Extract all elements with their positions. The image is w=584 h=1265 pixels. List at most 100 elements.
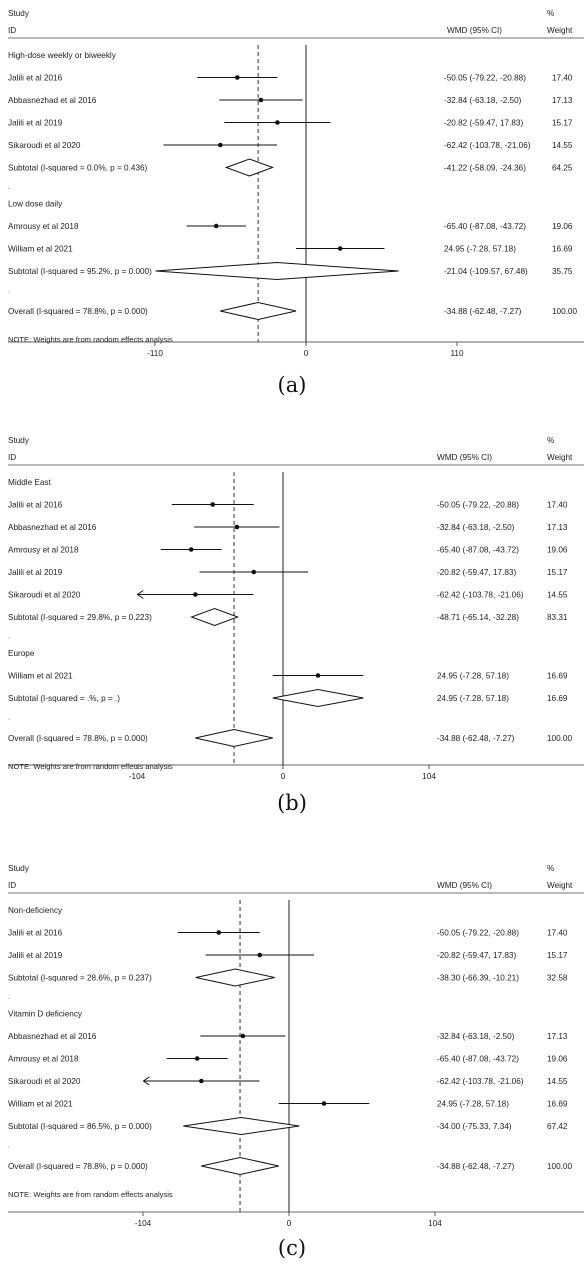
group-title: High-dose weekly or biweekly — [8, 51, 117, 60]
axis-tick-label: 104 — [422, 772, 436, 781]
point-estimate — [210, 502, 216, 507]
point-estimate — [258, 97, 264, 103]
ci-text: -50.05 (-79.22, -20.88) — [437, 929, 519, 938]
weight-value: 35.75 — [552, 267, 573, 276]
ci-text: -20.82 (-59.47, 17.83) — [437, 951, 516, 960]
weight-value: 16.69 — [547, 694, 568, 703]
study-name: Jalili et al 2016 — [8, 501, 63, 510]
weight-value: 83.31 — [547, 613, 568, 622]
ci-text: -50.05 (-79.22, -20.88) — [437, 501, 519, 510]
separator-dot: . — [8, 184, 10, 191]
group-title: Europe — [8, 649, 35, 658]
ci-text: -50.05 (-79.22, -20.88) — [444, 74, 526, 83]
ci-text: -41.22 (-58.09, -24.36) — [444, 164, 526, 173]
ci-text: 24.95 (-7.28, 57.18) — [444, 245, 516, 254]
point-estimate — [234, 524, 240, 530]
weight-value: 19.06 — [552, 222, 573, 231]
header-pct: % — [547, 864, 554, 873]
weight-value: 14.55 — [547, 591, 568, 600]
ci-text: -62.42 (-103.78, -21.06) — [444, 141, 531, 150]
axis-tick-label: 0 — [304, 349, 309, 358]
study-name: Jalili et al 2016 — [8, 929, 63, 938]
ci-text: -20.82 (-59.47, 17.83) — [437, 568, 516, 577]
header-study: Study — [8, 9, 30, 18]
ci-text: -62.42 (-103.78, -21.06) — [437, 1077, 524, 1086]
weight-value: 32.58 — [547, 974, 568, 983]
ci-text: -48.71 (-65.14, -32.28) — [437, 613, 519, 622]
study-name: Sikaroudi et al 2020 — [8, 141, 81, 150]
point-estimate — [234, 75, 240, 80]
ci-text: 24.95 (-7.28, 57.18) — [437, 694, 509, 703]
group-title: Vitamin D deficiency — [8, 1010, 83, 1019]
axis-tick-label: 0 — [287, 1219, 292, 1228]
overall-diamond — [201, 1156, 279, 1176]
subtotal-diamond — [190, 607, 240, 627]
study-name: William et al 2021 — [8, 1100, 73, 1109]
weight-value: 19.06 — [547, 1055, 568, 1064]
weight-value: 67.42 — [547, 1122, 568, 1131]
forest-panel-3: Study ID WMD (95% CI)% Weight Non-deficiency… — [8, 864, 584, 1260]
panel-label: (c) — [278, 1236, 306, 1260]
ci-text: -32.84 (-63.18, -2.50) — [437, 1032, 515, 1041]
weight-value: 17.13 — [552, 96, 573, 105]
ci-text: -34.88 (-62.48, -7.27) — [437, 1162, 515, 1171]
point-estimate — [218, 142, 223, 148]
study-name: Abbasnezhad et al 2016 — [8, 96, 97, 105]
ci-text: -38.30 (-66.39, -10.21) — [437, 974, 519, 983]
axis-tick-label: 104 — [428, 1219, 442, 1228]
study-name: Abbasnezhad et al 2016 — [8, 523, 97, 532]
overall-label: Overall (I-squared = 78.8%, p = 0.000) — [8, 307, 148, 316]
group-title: Middle East — [8, 478, 52, 487]
header-pct: % — [547, 9, 554, 18]
axis-tick-label: -110 — [147, 349, 163, 358]
header-weight: Weight — [547, 26, 573, 35]
study-name: Jalili et al 2019 — [8, 951, 63, 960]
weight-value: 19.06 — [547, 546, 568, 555]
point-estimate — [216, 930, 222, 935]
point-estimate — [213, 223, 219, 229]
weight-value: 17.40 — [547, 929, 568, 938]
header-estimate: WMD (95% CI) — [437, 453, 492, 462]
ci-text: -65.40 (-87.08, -43.72) — [444, 222, 526, 231]
weight-value: 15.17 — [547, 951, 568, 960]
overall-label: Overall (I-squared = 78.8%, p = 0.000) — [8, 734, 148, 743]
subtotal-diamond — [195, 968, 275, 987]
panel-label: (b) — [277, 791, 307, 815]
panel-label: (a) — [278, 373, 307, 397]
weight-value: 16.69 — [552, 245, 573, 254]
weight-value: 16.69 — [547, 672, 568, 681]
subtotal-diamond — [183, 1116, 300, 1136]
subtotal-diamond — [224, 158, 275, 177]
header-weight: Weight — [547, 453, 573, 462]
study-name: Abbasnezhad et al 2016 — [8, 1032, 97, 1041]
ci-text: 24.95 (-7.28, 57.18) — [437, 672, 509, 681]
ci-text: -21.04 (-109.57, 67.48) — [444, 267, 528, 276]
study-name: Amrousy et al 2018 — [8, 222, 79, 231]
point-estimate — [240, 1033, 246, 1039]
overall-diamond — [195, 728, 273, 748]
header-study: Study — [8, 436, 30, 445]
ci-text: -34.88 (-62.48, -7.27) — [444, 307, 522, 316]
group-title: Low dose daily — [8, 200, 63, 209]
subtotal-label: Subtotal (I-squared = 0.0%, p = 0.436) — [8, 164, 148, 173]
ci-text: -65.40 (-87.08, -43.72) — [437, 546, 519, 555]
weight-value: 100.00 — [552, 307, 577, 316]
axis-tick-label: 110 — [450, 349, 463, 358]
ci-text: -34.88 (-62.48, -7.27) — [437, 734, 515, 743]
study-name: Sikaroudi et al 2020 — [8, 1077, 81, 1086]
weight-value: 15.17 — [552, 119, 573, 128]
ci-text: -62.42 (-103.78, -21.06) — [437, 591, 524, 600]
separator-dot: . — [8, 288, 10, 295]
study-name: William et al 2021 — [8, 245, 73, 254]
axis-tick-label: -104 — [129, 772, 146, 781]
weight-value: 64.25 — [552, 164, 573, 173]
separator-dot: . — [8, 1143, 10, 1150]
point-estimate — [188, 547, 194, 552]
point-estimate — [275, 120, 280, 125]
point-estimate — [193, 592, 198, 597]
study-name: Jalili et al 2019 — [8, 119, 63, 128]
ci-arrow — [137, 590, 144, 599]
study-name: William et al 2021 — [8, 672, 73, 681]
subtotal-label: Subtotal (I-squared = 29.8%, p = 0.223) — [8, 613, 152, 622]
